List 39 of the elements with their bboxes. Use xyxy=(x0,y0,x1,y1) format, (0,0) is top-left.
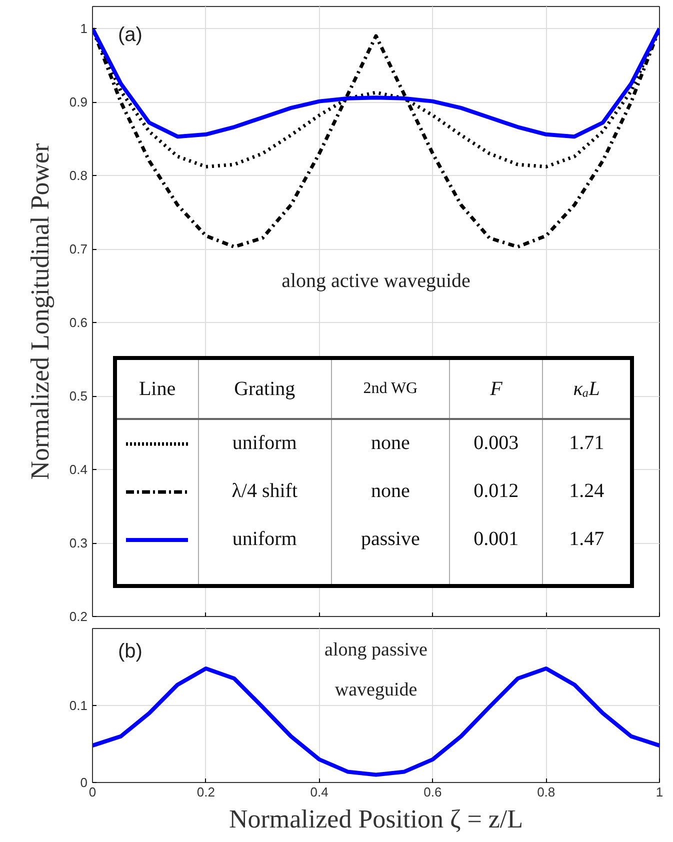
annotation: Grating xyxy=(198,360,332,419)
annotation: none xyxy=(331,467,450,515)
annotation: F xyxy=(450,360,543,419)
annotation: passive xyxy=(331,515,450,563)
x-tick-label: 0.6 xyxy=(424,784,442,800)
y-tick-label: 0.3 xyxy=(69,536,88,551)
y-tick-label: 0.4 xyxy=(69,462,88,478)
annotation: uniform xyxy=(198,419,332,467)
y-tick-label: 0.9 xyxy=(69,94,88,110)
annotation: (b) xyxy=(118,640,142,662)
annotation: 0.003 xyxy=(450,419,543,467)
x-tick-label: 1 xyxy=(656,784,664,800)
annotation: uniform xyxy=(198,515,332,563)
annotation: λ/4 shift xyxy=(198,467,332,515)
y-tick-label: 0.1 xyxy=(69,698,88,713)
y-tick-label: 0 xyxy=(80,775,88,790)
annotation: (a) xyxy=(118,24,142,46)
annotation: none xyxy=(331,419,450,467)
y-tick-label: 0.2 xyxy=(69,609,88,624)
annotation: 1.71 xyxy=(542,419,630,467)
annotation: 0.001 xyxy=(450,515,543,563)
annotation: along active waveguide xyxy=(282,270,471,292)
annotation: 1.47 xyxy=(542,515,630,563)
annotation: along passive waveguide xyxy=(324,640,428,701)
x-tick-label: 0.8 xyxy=(537,784,556,800)
annotation: 2nd WG xyxy=(331,360,450,419)
y-tick-label: 0.7 xyxy=(69,242,88,257)
annotation: 1.24 xyxy=(542,467,630,515)
x-tick-label: 0.2 xyxy=(196,784,215,800)
annotation: κₐL xyxy=(542,360,630,419)
x-axis-title: Normalized Position ζ = z/L xyxy=(228,804,524,834)
y-tick-label: 0.6 xyxy=(69,315,88,330)
annotation: 0.012 xyxy=(450,467,543,515)
y-tick-label: 1 xyxy=(80,21,88,36)
y-tick-label: 0.5 xyxy=(69,388,88,404)
annotation: Line xyxy=(117,360,198,419)
y-axis-title: Normalized Longitudinal Power xyxy=(25,142,54,480)
x-tick-label: 0.4 xyxy=(310,784,328,800)
y-tick-label: 0.8 xyxy=(69,168,88,184)
